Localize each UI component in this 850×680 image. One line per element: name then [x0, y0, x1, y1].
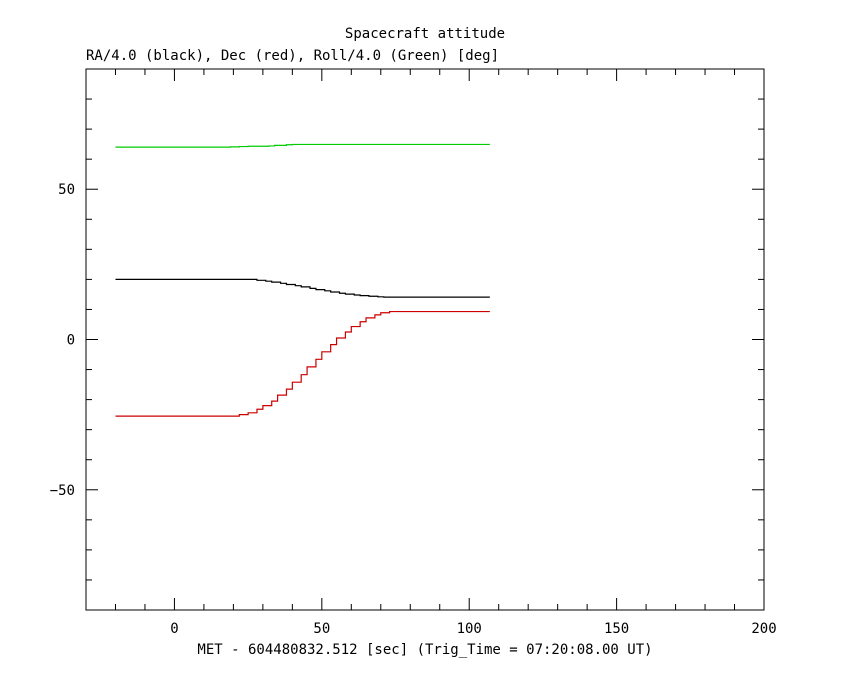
y-tick-label: −50 [50, 483, 75, 499]
series-line-dec [115, 310, 490, 417]
y-tick-labels: −50 0 50 [50, 182, 75, 499]
series-line-roll-4-0 [115, 143, 490, 148]
y-tick-label: 50 [58, 182, 75, 198]
x-axis-label: MET - 604480832.512 [sec] (Trig_Time = 0… [197, 642, 652, 658]
y-tick-label: 0 [67, 333, 75, 349]
chart-title: Spacecraft attitude [345, 26, 505, 42]
series-line-ra-4-0 [115, 278, 490, 298]
x-tick-label: 150 [604, 621, 629, 637]
x-tick-label: 200 [751, 621, 776, 637]
x-tick-label: 50 [313, 621, 330, 637]
series-lines [115, 143, 490, 417]
x-tick-label: 0 [170, 621, 178, 637]
axis-ticks [86, 69, 765, 610]
chart-subtitle: RA/4.0 (black), Dec (red), Roll/4.0 (Gre… [86, 48, 499, 64]
x-tick-label: 100 [457, 621, 482, 637]
x-tick-labels: 0 50 100 150 200 [170, 621, 776, 637]
plot-frame [85, 68, 765, 611]
